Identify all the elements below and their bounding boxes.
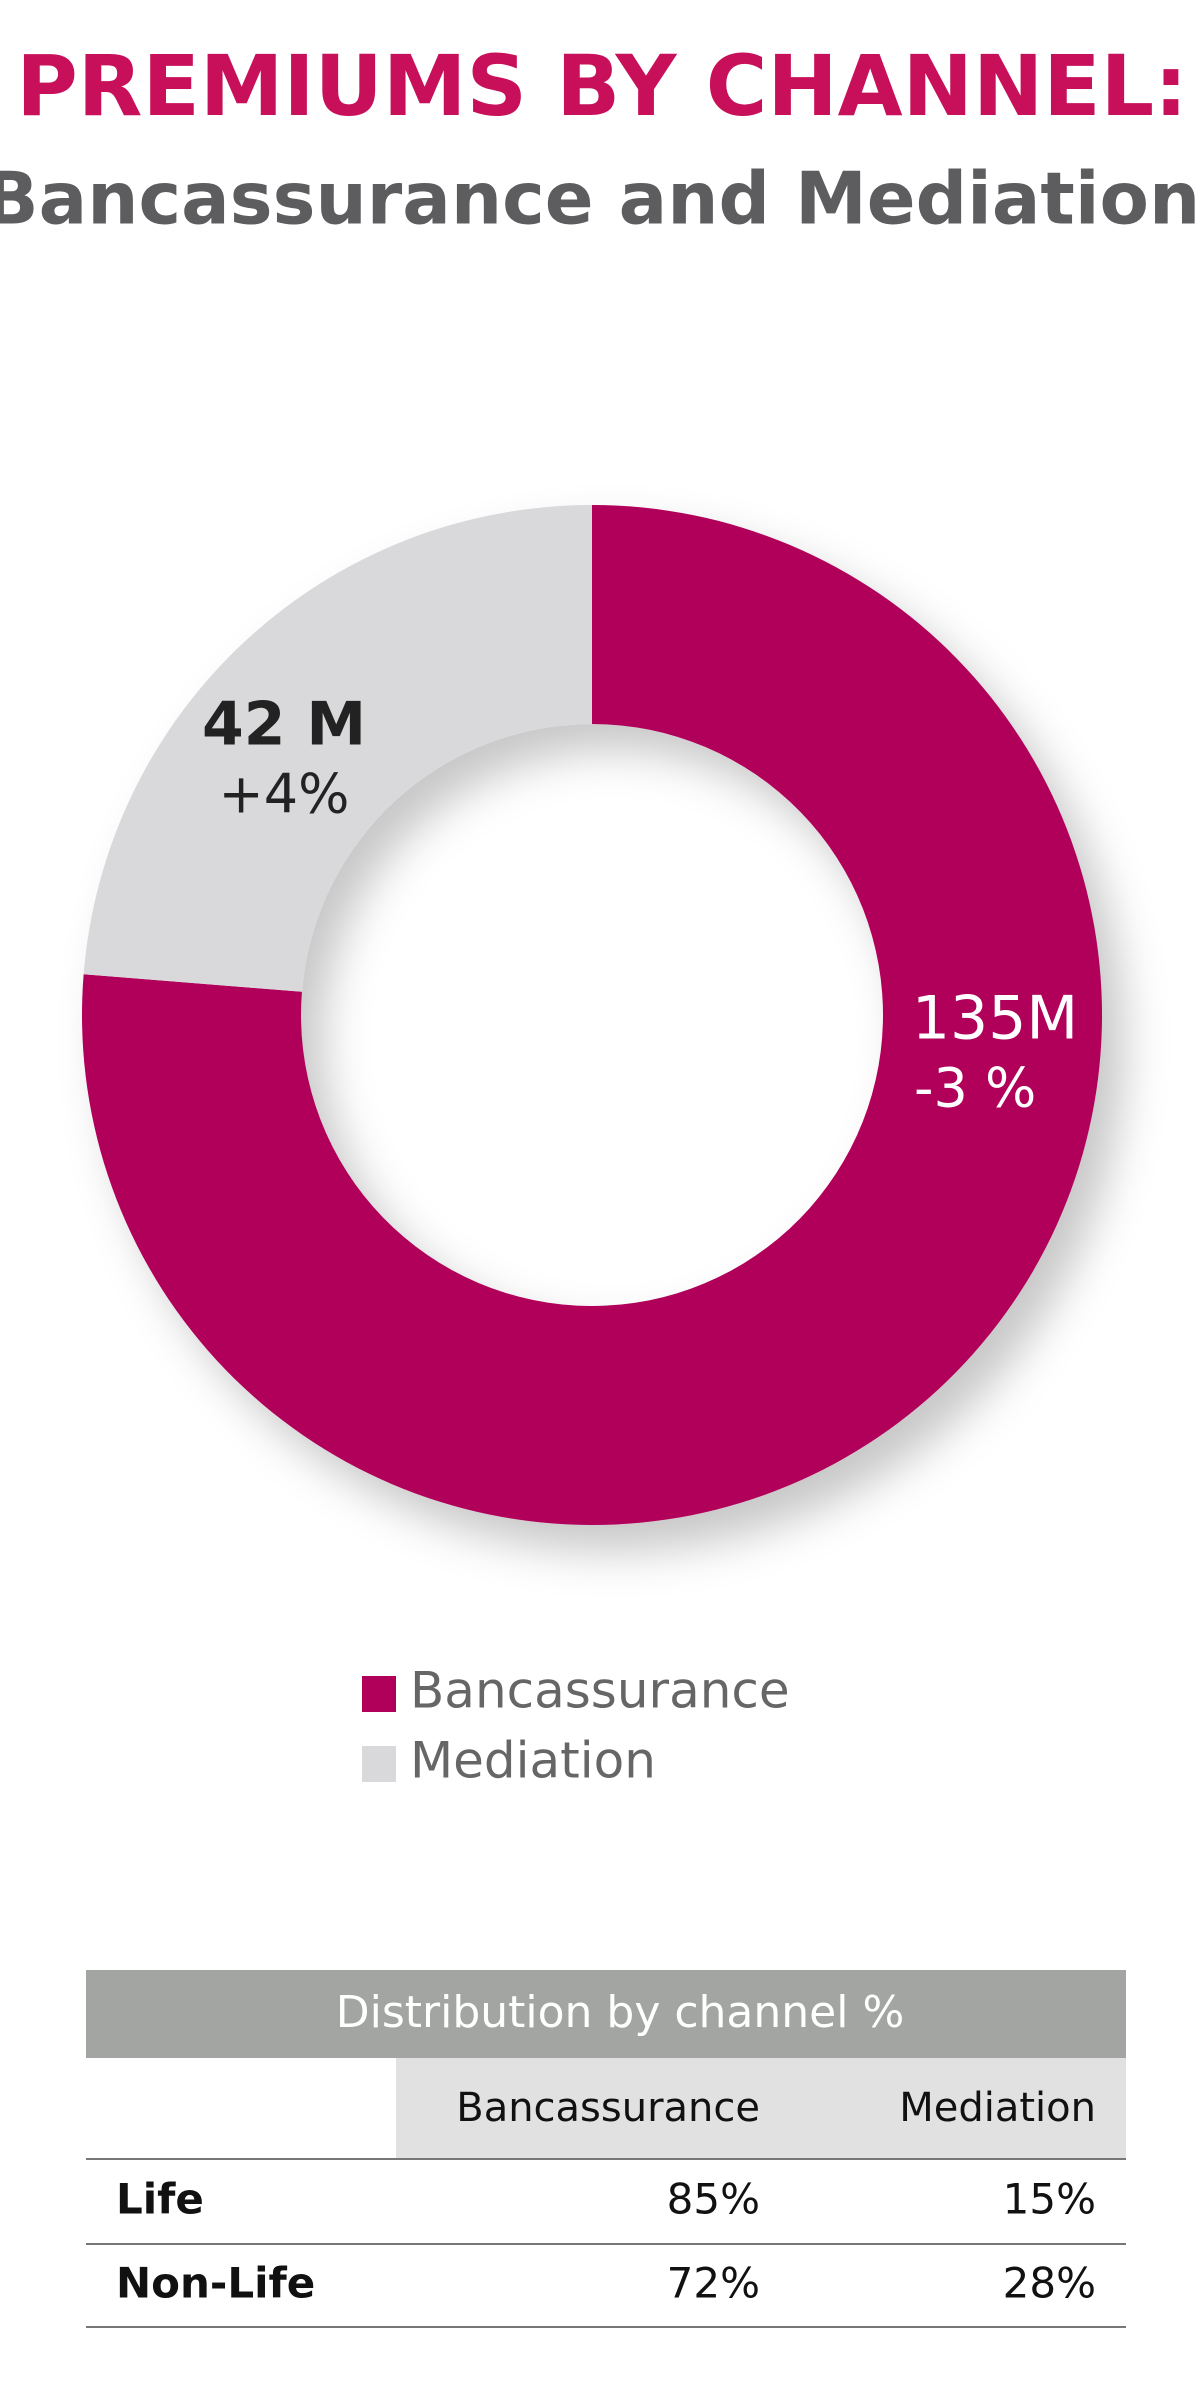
value-label: 42 M bbox=[202, 690, 366, 760]
change-label: +4% bbox=[219, 763, 350, 826]
donut-slice bbox=[83, 505, 592, 992]
change-label: -3 % bbox=[914, 1057, 1036, 1120]
row-label: Non-Life bbox=[116, 2259, 315, 2308]
table-cell: 72% bbox=[667, 2259, 760, 2308]
legend-swatch bbox=[362, 1746, 396, 1782]
donut bbox=[82, 505, 1103, 1526]
table-header-band bbox=[86, 1970, 1126, 2058]
legend-label: Mediation bbox=[410, 1732, 656, 1790]
column-header: Bancassurance bbox=[456, 2085, 760, 2131]
slice-labels: 135M-3 % 42 M+4% bbox=[202, 690, 1078, 1120]
table-cell: 15% bbox=[1003, 2175, 1096, 2224]
legend-label: Bancassurance bbox=[410, 1662, 790, 1720]
table-cell: 85% bbox=[667, 2175, 760, 2224]
donut-slice bbox=[82, 505, 1103, 1526]
table: Distribution by channel % Bancassurance M… bbox=[86, 1970, 1126, 2328]
table-title: Distribution by channel % bbox=[336, 1987, 905, 2038]
row-label: Life bbox=[116, 2175, 204, 2224]
column-header: Mediation bbox=[899, 2085, 1096, 2131]
legend-swatch bbox=[362, 1676, 396, 1712]
chart-subtitle: Bancassurance and Mediation bbox=[0, 157, 1200, 241]
chart-title: PREMIUMS BY CHANNEL: bbox=[16, 37, 1188, 135]
legend: Bancassurance Mediation bbox=[362, 1662, 790, 1790]
table-cell: 28% bbox=[1003, 2259, 1096, 2308]
column-header-band bbox=[396, 2058, 1126, 2159]
value-label: 135M bbox=[912, 984, 1078, 1054]
